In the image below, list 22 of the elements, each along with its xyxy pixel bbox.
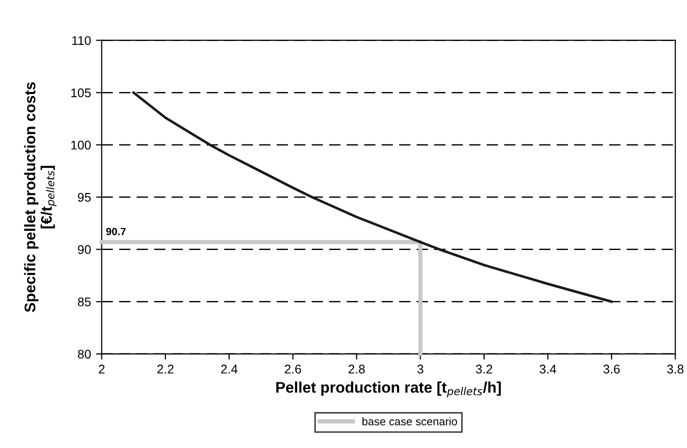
- x-tick-label: 3.8: [667, 364, 684, 374]
- x-tick-label: 2.6: [284, 364, 302, 374]
- annotation: 90.7: [106, 228, 126, 236]
- x-tick-label: 3: [417, 364, 424, 374]
- y-tick-label: 90: [78, 245, 91, 254]
- x-tick-label: 3.4: [540, 364, 556, 374]
- x-axis-title: Pellet production rate [t$_{pellets}$/h]: [276, 382, 501, 398]
- y-tick-label: 95: [78, 192, 91, 202]
- x-tick-label: 2.8: [348, 364, 365, 374]
- line-series: [132, 91, 613, 303]
- x-tick-label: 3.2: [476, 364, 492, 374]
- x-tick-label: 2: [98, 364, 105, 374]
- y-tick-label: 110: [72, 36, 91, 45]
- y-tick-label: 100: [71, 140, 91, 150]
- y-tick-label: 85: [78, 297, 91, 306]
- y-tick-label: 105: [71, 88, 91, 98]
- legend-label: base case scenario: [362, 417, 458, 426]
- y-axis-title: Specific pellet production costs [€/t$_{pellets}$]: [24, 82, 56, 312]
- x-tick-label: 2.2: [157, 364, 174, 374]
- x-tick-label: 2.4: [221, 364, 238, 374]
- y-tick-label: 80: [78, 350, 91, 359]
- x-tick-label: 3.6: [603, 364, 620, 374]
